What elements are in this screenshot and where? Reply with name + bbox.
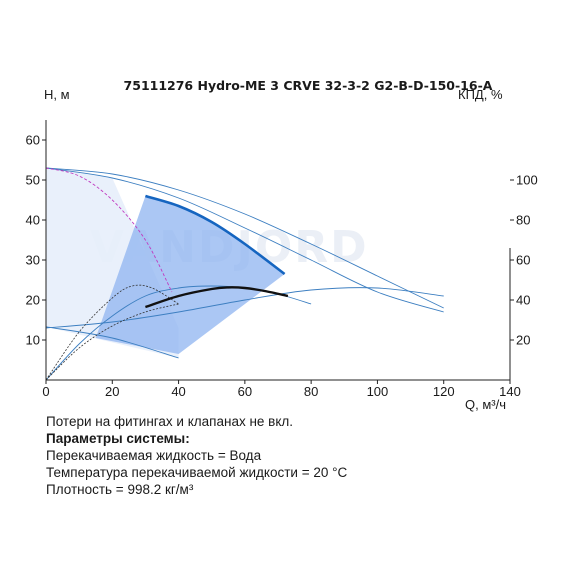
y2-axis-label: КПД, % — [458, 87, 503, 102]
note-liquid: Перекачиваемая жидкость = Вода — [46, 448, 262, 463]
y-tick-label: 30 — [26, 253, 40, 268]
note-temperature: Температура перекачиваемой жидкости = 20… — [46, 465, 348, 480]
x-tick-label: 40 — [171, 384, 185, 399]
chart-title: 75111276 Hydro-ME 3 CRVE 32-3-2 G2-B-D-1… — [124, 78, 493, 93]
power-curve-1 — [46, 284, 179, 380]
power-curve-2 — [46, 303, 179, 380]
system-curve — [46, 287, 444, 329]
y2-tick-label: 100 — [516, 173, 538, 188]
note-fittings: Потери на фитингах и клапанах не вкл. — [46, 414, 294, 429]
x-tick-label: 120 — [433, 384, 455, 399]
y-axis-label: H, м — [44, 87, 70, 102]
y2-tick-label: 80 — [516, 213, 530, 228]
x-tick-label: 20 — [105, 384, 119, 399]
y-tick-label: 50 — [26, 173, 40, 188]
y-tick-label: 60 — [26, 133, 40, 148]
y2-tick-label: 40 — [516, 293, 530, 308]
x-axis-label: Q, м³/ч — [465, 397, 506, 412]
operating-area — [95, 196, 285, 354]
x-tick-label: 0 — [42, 384, 49, 399]
y-tick-label: 10 — [26, 333, 40, 348]
note-density: Плотность = 998.2 кг/м³ — [46, 482, 194, 497]
npsh-curve — [46, 167, 173, 293]
x-tick-label: 100 — [367, 384, 389, 399]
y-tick-label: 40 — [26, 213, 40, 228]
max-head-curve — [46, 167, 444, 309]
operating-head-curve — [145, 194, 286, 276]
y2-tick-label: 20 — [516, 333, 530, 348]
x-tick-label: 140 — [499, 384, 521, 399]
min-head-curve — [46, 326, 179, 359]
efficiency-curve — [145, 286, 289, 309]
y2-tick-label: 60 — [516, 253, 530, 268]
head-curve-2 — [46, 167, 444, 313]
x-tick-label: 60 — [238, 384, 252, 399]
system-notes: Потери на фитингах и клапанах не вкл. Па… — [46, 413, 347, 498]
note-system-params: Параметры системы: — [46, 431, 190, 446]
y-tick-label: 20 — [26, 293, 40, 308]
x-tick-label: 80 — [304, 384, 318, 399]
